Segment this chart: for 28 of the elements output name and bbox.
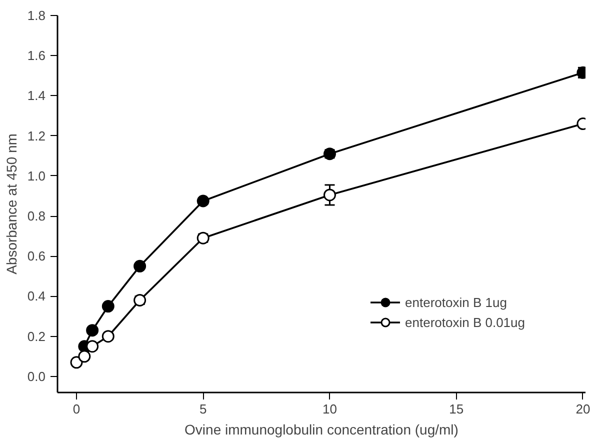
x-tick-label: 10 xyxy=(322,402,337,416)
y-tick-label: 1.0 xyxy=(27,168,46,184)
y-tick-label: 0.6 xyxy=(27,248,46,264)
point xyxy=(86,324,99,337)
point xyxy=(70,356,83,369)
legend-label: enterotoxin B 0.01ug xyxy=(405,314,525,330)
x-tick-label: 5 xyxy=(199,402,207,416)
y-tick-label: 0.2 xyxy=(27,328,46,344)
y-tick-label: 1.8 xyxy=(27,8,46,23)
point xyxy=(134,260,146,272)
y-tick-label: 1.6 xyxy=(27,48,46,64)
point xyxy=(78,350,91,363)
y-tick-label: 1.4 xyxy=(27,88,46,104)
x-axis-title: Ovine immunoglobulin concentration (ug/ml) xyxy=(184,422,458,438)
x-tick-label: 0 xyxy=(72,402,80,416)
y-tick-label: 1.2 xyxy=(27,128,46,144)
y-axis-title: Absorbance at 450 nm xyxy=(3,134,20,274)
legend-label: enterotoxin B 1ug xyxy=(405,294,507,310)
point xyxy=(102,330,114,343)
point xyxy=(323,188,336,202)
x-tick-label: 20 xyxy=(576,402,590,416)
y-tick-label: 0.0 xyxy=(27,368,46,384)
point xyxy=(86,340,99,353)
y-tick-label: 0.8 xyxy=(27,208,46,224)
y-tick-label: 0.4 xyxy=(27,288,46,304)
point xyxy=(196,194,210,208)
x-tick-label: 15 xyxy=(449,402,464,416)
point xyxy=(102,300,114,313)
